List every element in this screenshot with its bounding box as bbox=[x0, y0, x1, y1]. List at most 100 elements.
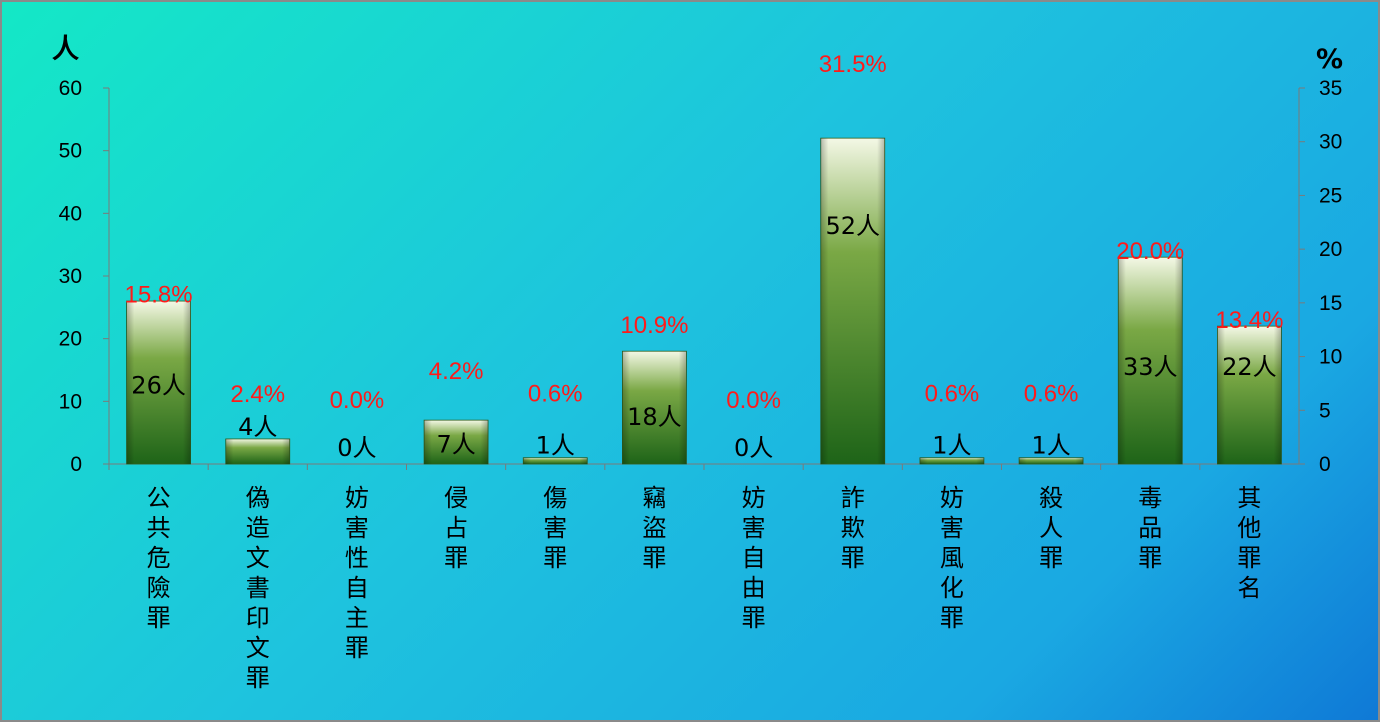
category-label-char: 罪 bbox=[1039, 544, 1063, 572]
category-label-char: 偽 bbox=[246, 484, 270, 512]
bar-shade bbox=[1118, 257, 1183, 464]
category-label-char: 毒 bbox=[1138, 484, 1162, 512]
left-tick-label: 10 bbox=[59, 390, 82, 413]
category-label-char: 罪 bbox=[1138, 544, 1162, 572]
bar-value-label: 0人 bbox=[734, 434, 773, 462]
category-label-char: 竊 bbox=[642, 484, 666, 512]
left-unit-label: 人 bbox=[52, 34, 79, 65]
left-tick-label: 20 bbox=[59, 328, 82, 351]
category-label-char: 由 bbox=[742, 574, 766, 602]
category-label-char: 妨 bbox=[742, 484, 766, 512]
bar-percent-label: 4.2% bbox=[429, 358, 484, 385]
bar-percent-label: 0.6% bbox=[1024, 381, 1079, 408]
category-label-char: 妨 bbox=[940, 484, 964, 512]
category-label-char: 自 bbox=[345, 574, 369, 602]
bar-value-label: 1人 bbox=[932, 432, 971, 460]
category-label-char: 自 bbox=[742, 544, 766, 572]
bar-percent-label: 0.6% bbox=[925, 381, 980, 408]
bar-value-label: 1人 bbox=[536, 432, 575, 460]
category-label-char: 詐 bbox=[841, 484, 865, 512]
category-label-char: 主 bbox=[345, 604, 369, 632]
right-tick-label: 35 bbox=[1319, 77, 1342, 100]
left-tick-label: 30 bbox=[59, 265, 82, 288]
bar-percent-label: 0.6% bbox=[528, 381, 583, 408]
category-label-char: 侵 bbox=[444, 484, 468, 512]
category-label-char: 罪 bbox=[345, 634, 369, 662]
bar-shade bbox=[820, 138, 885, 464]
right-tick-label: 10 bbox=[1319, 346, 1342, 369]
right-tick-label: 30 bbox=[1319, 131, 1342, 154]
bar-9 bbox=[919, 457, 985, 465]
category-label-char: 風 bbox=[940, 544, 964, 572]
category-label-char: 性 bbox=[345, 544, 369, 572]
left-tick-label: 50 bbox=[59, 140, 82, 163]
bar-percent-label: 13.4% bbox=[1215, 307, 1283, 334]
bar-shade bbox=[919, 457, 984, 464]
bar-1 bbox=[126, 300, 191, 465]
category-label-char: 共 bbox=[147, 514, 171, 542]
bar-shade bbox=[622, 351, 687, 464]
left-tick-label: 0 bbox=[70, 453, 82, 476]
bar-value-label: 4人 bbox=[238, 413, 277, 441]
category-label-char: 書 bbox=[246, 574, 270, 602]
category-label-char: 害 bbox=[345, 514, 369, 542]
bar-2 bbox=[225, 438, 291, 465]
bar-percent-label: 15.8% bbox=[125, 281, 193, 308]
category-label-char: 占 bbox=[444, 514, 468, 542]
bar-percent-label: 31.5% bbox=[819, 51, 887, 78]
left-tick-label: 40 bbox=[59, 202, 82, 225]
category-label-char: 罪 bbox=[246, 664, 270, 692]
category-label-char: 文 bbox=[246, 544, 270, 572]
right-tick-label: 5 bbox=[1319, 399, 1331, 422]
bar-value-label: 22人 bbox=[1222, 353, 1277, 381]
right-tick-label: 25 bbox=[1319, 184, 1342, 207]
category-label-char: 印 bbox=[246, 604, 270, 632]
right-tick-label: 20 bbox=[1319, 238, 1342, 261]
bar-4 bbox=[423, 419, 489, 465]
bar-5 bbox=[522, 457, 588, 465]
category-label-char: 文 bbox=[246, 634, 270, 662]
bar-percent-label: 10.9% bbox=[620, 312, 688, 339]
bar-8 bbox=[820, 137, 886, 465]
category-label-char: 名 bbox=[1237, 574, 1261, 602]
bar-shade bbox=[523, 457, 588, 464]
category-label-char: 傷 bbox=[543, 484, 567, 512]
category-label-char: 化 bbox=[940, 574, 964, 602]
category-label-char: 害 bbox=[940, 514, 964, 542]
category-label-char: 罪 bbox=[841, 544, 865, 572]
category-label-char: 殺 bbox=[1039, 484, 1063, 512]
category-label-char: 其 bbox=[1237, 484, 1261, 512]
bar-value-label: 0人 bbox=[337, 434, 376, 462]
category-label-char: 他 bbox=[1237, 514, 1261, 542]
category-label-char: 罪 bbox=[147, 604, 171, 632]
bar-shade bbox=[424, 420, 489, 464]
bar-percent-label: 20.0% bbox=[1116, 238, 1184, 265]
right-tick-label: 0 bbox=[1319, 453, 1331, 476]
right-unit-label: % bbox=[1316, 44, 1343, 75]
bar-value-label: 33人 bbox=[1123, 353, 1178, 381]
category-label-char: 罪 bbox=[742, 604, 766, 632]
bar-shade bbox=[1019, 457, 1084, 464]
category-label-char: 罪 bbox=[444, 544, 468, 572]
bar-11 bbox=[1117, 256, 1183, 465]
bar-value-label: 18人 bbox=[627, 403, 682, 431]
bar-shade bbox=[126, 301, 191, 464]
bar-value-label: 1人 bbox=[1031, 432, 1070, 460]
bar-6 bbox=[622, 350, 687, 465]
category-label-char: 險 bbox=[147, 574, 171, 602]
bar-10 bbox=[1018, 457, 1084, 465]
category-label-char: 罪 bbox=[940, 604, 964, 632]
category-label-char: 害 bbox=[543, 514, 567, 542]
bar-percent-label: 0.0% bbox=[726, 387, 781, 414]
category-label-char: 品 bbox=[1138, 514, 1162, 542]
bar-percent-label: 2.4% bbox=[230, 381, 285, 408]
category-label-char: 罪 bbox=[1237, 544, 1261, 572]
bar-value-label: 52人 bbox=[825, 212, 880, 240]
category-label-char: 盜 bbox=[642, 514, 666, 542]
left-tick-label: 60 bbox=[59, 77, 82, 100]
category-label-char: 罪 bbox=[642, 544, 666, 572]
bar-value-label: 26人 bbox=[131, 372, 186, 400]
category-label-char: 害 bbox=[742, 514, 766, 542]
